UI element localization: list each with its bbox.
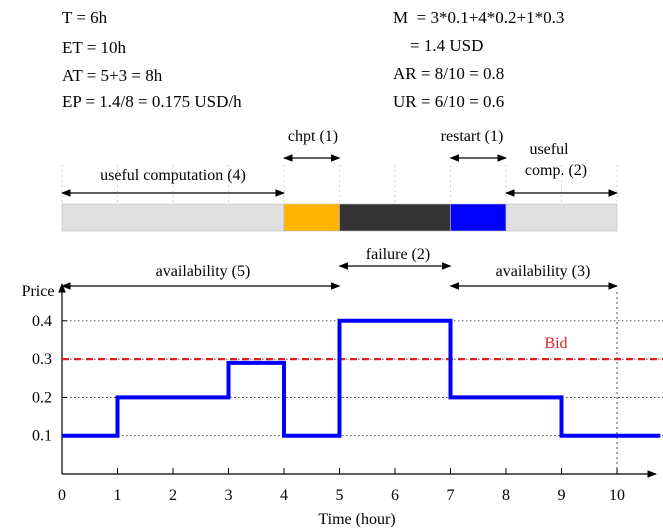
availability-arrows: availability (5) failure (2) availabilit…	[61, 246, 618, 290]
label-availability-3: availability (3)	[496, 263, 591, 280]
y-tick-label-0.4: 0.4	[32, 313, 52, 330]
label-useful-comp-line1: useful	[529, 141, 569, 158]
x-tick-label-6: 6	[391, 487, 399, 504]
execution-timeline: useful computation (4) chpt (1) restart …	[61, 128, 618, 232]
metric-t: T = 6h	[62, 8, 108, 27]
metric-m: M = 3*0.1+4*0.2+1*0.3	[393, 8, 565, 27]
timeline-arrows	[61, 154, 618, 197]
availability-arrow-lines	[61, 262, 618, 290]
metric-ur: UR = 6/10 = 0.6	[393, 92, 505, 111]
x-tick-label-9: 9	[558, 487, 566, 504]
timeline-segment-0	[61, 203, 285, 232]
x-tick-label-4: 4	[280, 487, 288, 504]
metric-at: AT = 5+3 = 8h	[62, 66, 163, 85]
x-tick-label-2: 2	[169, 487, 177, 504]
chart-series	[62, 318, 663, 438]
x-tick-label-1: 1	[114, 487, 122, 504]
label-useful-computation: useful computation (4)	[100, 167, 246, 184]
metric-ar: AR = 8/10 = 0.8	[393, 64, 505, 83]
label-checkpoint: chpt (1)	[288, 128, 338, 145]
label-useful-comp-line2: comp. (2)	[525, 162, 587, 179]
x-tick-label-3: 3	[225, 487, 233, 504]
x-tick-label-0: 0	[58, 487, 66, 504]
timeline-segment-3	[450, 203, 507, 232]
y-tick-label-0.1: 0.1	[32, 428, 52, 445]
x-tick-label-7: 7	[447, 487, 455, 504]
x-tick-label-10: 10	[609, 487, 625, 504]
timeline-segment-4	[505, 203, 618, 232]
timeline-segment-2	[339, 203, 451, 232]
metric-m-total: = 1.4 USD	[393, 36, 484, 55]
metric-et: ET = 10h	[62, 38, 127, 57]
y-tick-label-0.2: 0.2	[32, 389, 52, 406]
bid-label: Bid	[544, 335, 567, 352]
y-tick-label-0.3: 0.3	[32, 351, 52, 368]
timeline-bar	[61, 165, 618, 232]
chart-ticks: 0 1 2 3 4 5 6 7 8 9 10 0.1 0.2 0.3 0.4	[32, 313, 625, 504]
x-tick-label-5: 5	[336, 487, 344, 504]
label-restart: restart (1)	[441, 128, 504, 145]
x-axis-label: Time (hour)	[318, 511, 395, 528]
metric-ep: EP = 1.4/8 = 0.175 USD/h	[62, 92, 242, 111]
label-failure: failure (2)	[366, 246, 430, 263]
timeline-segment-1	[283, 203, 340, 232]
price-chart: 0 1 2 3 4 5 6 7 8 9 10 0.1 0.2 0.3 0.4 Price Time (hou…	[22, 283, 663, 528]
x-tick-label-8: 8	[502, 487, 510, 504]
label-availability-5: availability (5)	[156, 263, 251, 280]
price-line	[62, 318, 661, 438]
y-axis-label: Price	[22, 283, 55, 300]
chart-axes	[58, 283, 657, 478]
